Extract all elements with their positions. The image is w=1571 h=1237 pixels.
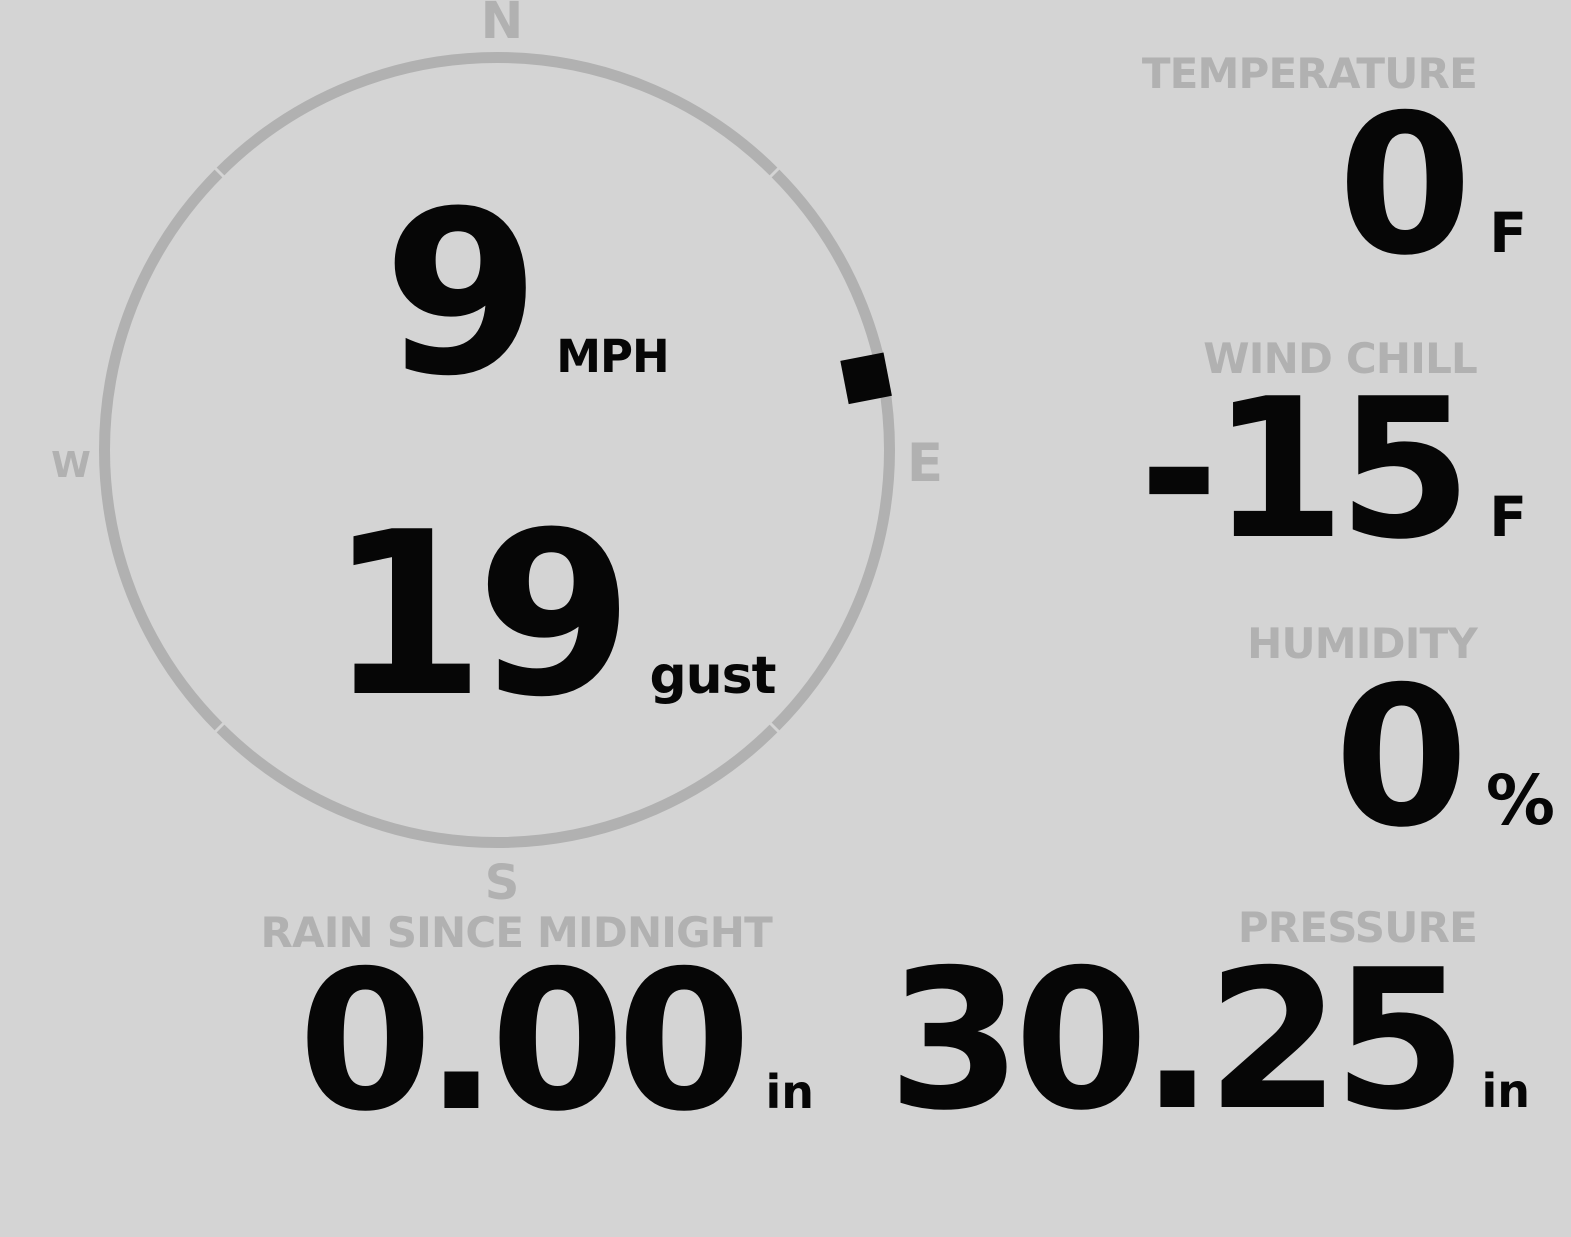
wind-speed: 9 MPH [383, 163, 670, 426]
wind-chill-label: WIND CHILL [1203, 334, 1478, 383]
temperature-unit: F [1489, 201, 1527, 265]
wind-chill-value-row: -15 F [1139, 373, 1527, 566]
pressure-label: PRESSURE [1237, 903, 1478, 952]
metric-rain-since-midnight: RAIN SINCE MIDNIGHT 0.00 in [260, 908, 814, 1139]
wind-gust-unit: gust [649, 646, 776, 706]
compass-label-east: E [906, 433, 944, 494]
humidity-value: 0 [1334, 645, 1468, 870]
compass-ring-seams [212, 165, 782, 735]
humidity-unit: % [1485, 761, 1555, 841]
wind-direction-marker [840, 352, 892, 405]
metric-wind-chill: WIND CHILL -15 F [1139, 334, 1527, 567]
compass-label-south: S [484, 855, 520, 911]
metric-humidity: HUMIDITY 0 % [1247, 619, 1555, 855]
compass-label-west: W [51, 445, 91, 486]
humidity-label: HUMIDITY [1247, 619, 1478, 668]
metric-temperature: TEMPERATURE 0 F [1141, 49, 1527, 283]
compass-ring [99, 52, 895, 848]
rain-value: 0.00 [298, 929, 751, 1154]
wind-gust-value: 19 [328, 484, 633, 747]
wind-speed-value: 9 [383, 163, 540, 426]
rain-unit: in [765, 1065, 814, 1119]
wind-gust: 19 gust [328, 484, 777, 747]
pressure-unit: in [1481, 1064, 1530, 1118]
metric-pressure: PRESSURE 30.25 in [888, 903, 1530, 1138]
pressure-value: 30.25 [887, 928, 1468, 1153]
temperature-label: TEMPERATURE [1141, 49, 1478, 98]
wind-chill-value: -15 [1138, 357, 1472, 582]
compass-label-north: N [480, 0, 524, 51]
temperature-value-row: 0 F [1338, 89, 1527, 282]
rain-label: RAIN SINCE MIDNIGHT [260, 908, 772, 957]
temperature-value: 0 [1337, 73, 1472, 298]
rain-value-row: 0.00 in [298, 945, 814, 1138]
wind-compass [99, 52, 895, 848]
humidity-value-row: 0 % [1334, 661, 1555, 854]
wind-speed-unit: MPH [556, 330, 669, 383]
wind-chill-unit: F [1489, 485, 1527, 549]
pressure-value-row: 30.25 in [888, 944, 1530, 1137]
